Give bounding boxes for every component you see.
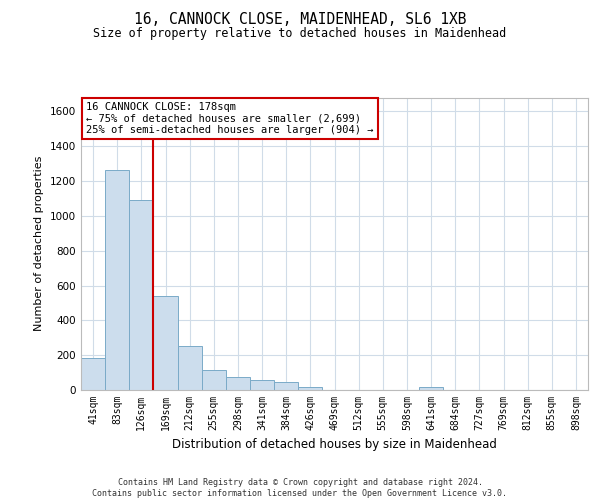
Bar <box>250 380 274 390</box>
Bar <box>274 382 298 390</box>
Bar <box>105 170 129 390</box>
Text: Size of property relative to detached houses in Maidenhead: Size of property relative to detached ho… <box>94 28 506 40</box>
Bar <box>129 200 154 390</box>
Y-axis label: Number of detached properties: Number of detached properties <box>34 156 44 332</box>
Bar <box>419 386 443 390</box>
Bar <box>202 370 226 390</box>
X-axis label: Distribution of detached houses by size in Maidenhead: Distribution of detached houses by size … <box>172 438 497 452</box>
Bar <box>154 296 178 390</box>
Bar <box>81 358 105 390</box>
Text: 16 CANNOCK CLOSE: 178sqm
← 75% of detached houses are smaller (2,699)
25% of sem: 16 CANNOCK CLOSE: 178sqm ← 75% of detach… <box>86 102 374 135</box>
Bar <box>178 346 202 390</box>
Text: Contains HM Land Registry data © Crown copyright and database right 2024.
Contai: Contains HM Land Registry data © Crown c… <box>92 478 508 498</box>
Text: 16, CANNOCK CLOSE, MAIDENHEAD, SL6 1XB: 16, CANNOCK CLOSE, MAIDENHEAD, SL6 1XB <box>134 12 466 28</box>
Bar <box>226 377 250 390</box>
Bar <box>298 386 322 390</box>
